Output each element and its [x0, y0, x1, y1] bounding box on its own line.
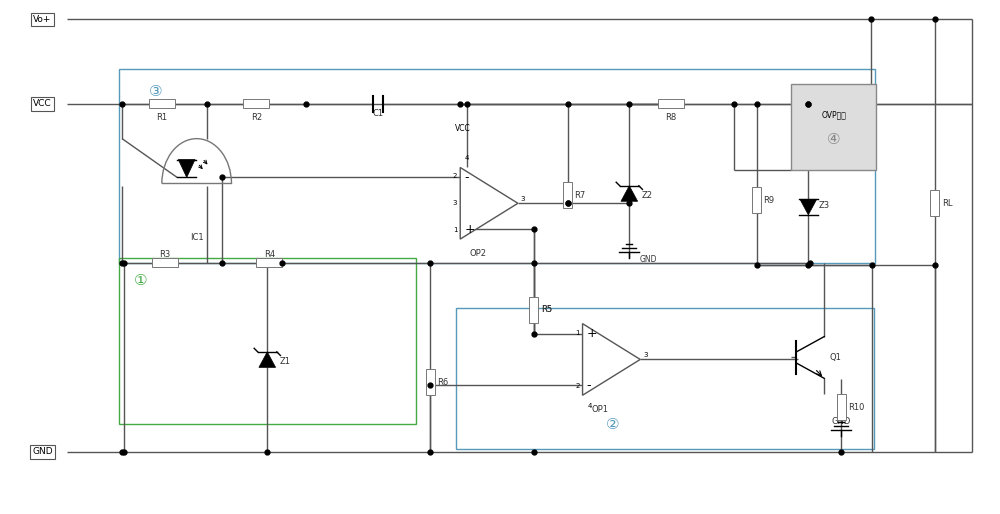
- Bar: [256, 259, 282, 267]
- Text: Z3: Z3: [818, 201, 829, 210]
- Text: 3: 3: [453, 200, 457, 206]
- Text: 2: 2: [453, 173, 457, 179]
- Text: R1: R1: [156, 113, 167, 122]
- Bar: [529, 297, 538, 323]
- Text: R6: R6: [437, 378, 449, 387]
- Text: 4: 4: [587, 403, 592, 409]
- Text: 1: 1: [453, 227, 457, 233]
- Text: Q1: Q1: [829, 353, 841, 362]
- Bar: [658, 99, 684, 108]
- Text: IC1: IC1: [190, 233, 203, 242]
- Bar: [149, 99, 175, 108]
- Polygon shape: [621, 186, 638, 201]
- Text: R4: R4: [264, 250, 275, 260]
- Text: R5: R5: [541, 305, 552, 314]
- Text: R10: R10: [848, 402, 864, 412]
- Text: R3: R3: [159, 250, 170, 260]
- Polygon shape: [460, 168, 518, 239]
- Text: Z1: Z1: [279, 357, 290, 366]
- Text: +: +: [587, 327, 597, 340]
- Text: +: +: [464, 223, 475, 235]
- Text: C1: C1: [372, 109, 383, 118]
- Text: R7: R7: [575, 191, 586, 200]
- Bar: [930, 190, 939, 216]
- Text: ①: ①: [134, 273, 148, 288]
- Text: GND: GND: [831, 417, 851, 426]
- Text: -: -: [587, 379, 591, 392]
- Text: 3: 3: [643, 353, 648, 358]
- Polygon shape: [178, 159, 195, 177]
- Text: 1: 1: [575, 329, 580, 336]
- Text: ②: ②: [605, 417, 619, 432]
- Bar: [152, 259, 178, 267]
- Text: RL: RL: [943, 199, 953, 208]
- Bar: [791, 84, 876, 171]
- Bar: [243, 99, 269, 108]
- Text: Z2: Z2: [641, 191, 652, 200]
- Bar: [426, 370, 435, 395]
- Text: 2: 2: [575, 383, 580, 389]
- Text: GND: GND: [639, 255, 657, 264]
- Polygon shape: [800, 199, 817, 215]
- Text: VCC: VCC: [33, 99, 52, 108]
- Text: 3: 3: [521, 196, 525, 203]
- Text: -: -: [464, 171, 469, 184]
- Text: 4: 4: [465, 155, 469, 160]
- Text: R2: R2: [251, 113, 262, 122]
- Text: Vo+: Vo+: [33, 15, 52, 24]
- Text: OVP保护: OVP保护: [821, 111, 846, 120]
- Polygon shape: [259, 352, 276, 368]
- Text: GND: GND: [32, 448, 53, 456]
- Text: ④: ④: [827, 132, 840, 146]
- Bar: [837, 394, 846, 420]
- Text: ③: ③: [149, 84, 163, 99]
- Text: R9: R9: [764, 196, 775, 205]
- Text: R8: R8: [665, 113, 677, 122]
- Bar: [456, 308, 874, 449]
- Text: OP1: OP1: [592, 405, 609, 414]
- Bar: [119, 69, 875, 263]
- Bar: [119, 258, 416, 424]
- Text: OP2: OP2: [470, 249, 487, 258]
- Polygon shape: [583, 324, 640, 395]
- Bar: [563, 182, 572, 208]
- Text: R5: R5: [541, 305, 552, 314]
- Text: VCC: VCC: [455, 124, 471, 133]
- Bar: [752, 188, 761, 213]
